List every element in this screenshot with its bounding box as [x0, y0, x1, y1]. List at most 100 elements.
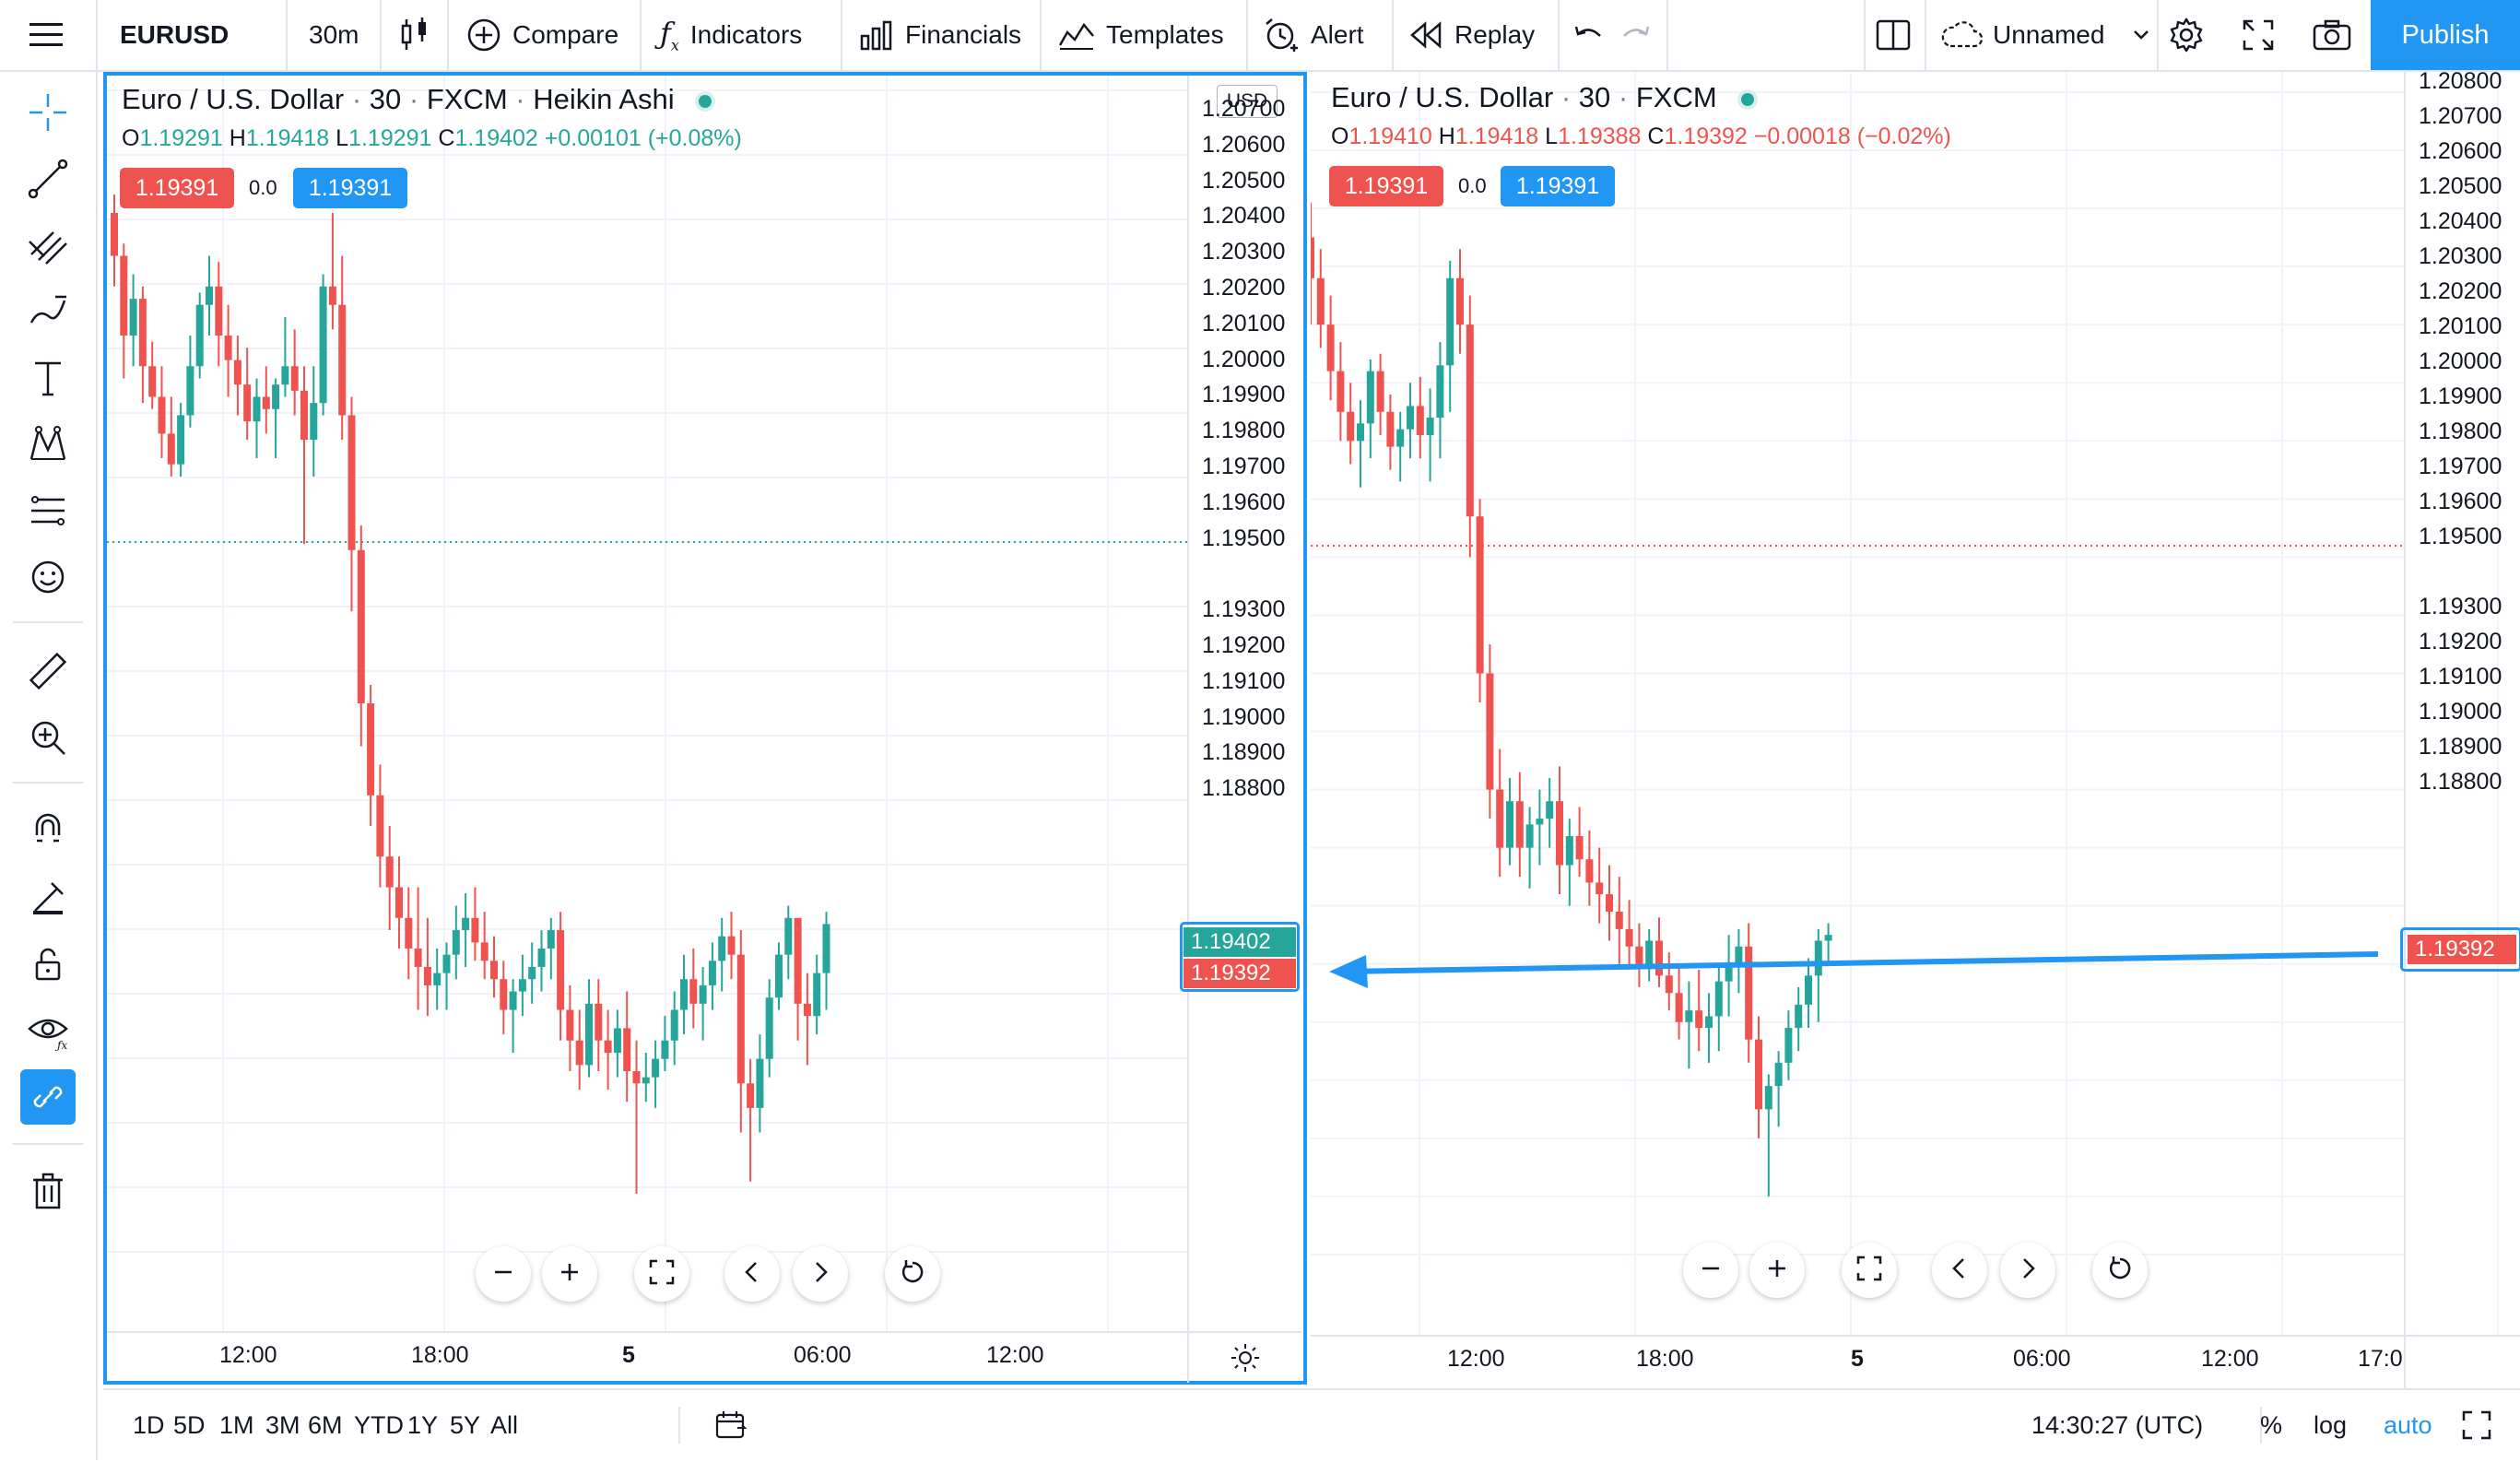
candle-body — [300, 390, 308, 441]
financials-button[interactable]: Financials — [859, 0, 1021, 70]
brush-icon[interactable] — [20, 284, 76, 339]
interval-button[interactable]: 30m — [309, 20, 359, 49]
high-value: 1.19418 — [1454, 124, 1539, 149]
sell-button[interactable]: 1.19391 — [1329, 166, 1443, 206]
range-button-3m[interactable]: 3M — [265, 1410, 300, 1439]
percent-toggle[interactable]: % — [2260, 1410, 2283, 1439]
time-label: 12:00 — [219, 1342, 277, 1368]
chart-expand-icon[interactable] — [2461, 1390, 2492, 1460]
alert-button[interactable]: Alert — [1263, 0, 1364, 70]
candle-body — [689, 979, 698, 1004]
reset-zoom-button[interactable] — [1842, 1243, 1897, 1298]
time-axis[interactable]: 12:00 18:00 5 06:00 12:00 — [107, 1331, 1301, 1383]
log-toggle[interactable]: log — [2314, 1410, 2348, 1439]
chart-legend-title[interactable]: Euro / U.S. Dollar · 30 · FXCM · Heikin … — [122, 83, 712, 116]
candle-body — [367, 703, 375, 796]
symbol-description: Euro / U.S. Dollar — [122, 83, 345, 115]
candles-icon — [398, 17, 431, 53]
go-to-date-icon[interactable] — [713, 1390, 748, 1460]
link-icon[interactable] — [20, 1069, 76, 1125]
market-status-dot-icon — [699, 94, 712, 108]
menu-icon[interactable] — [28, 0, 68, 70]
replay-button[interactable]: Replay — [1410, 0, 1535, 70]
trash-icon[interactable] — [20, 1163, 76, 1219]
sell-button[interactable]: 1.19391 — [120, 168, 234, 208]
crosshair-icon[interactable] — [20, 85, 76, 140]
zoom-out-button[interactable] — [1683, 1243, 1738, 1298]
symbol-search[interactable]: EURUSD — [120, 20, 230, 49]
compare-button[interactable]: Compare — [466, 0, 618, 70]
range-button-1y[interactable]: 1Y — [407, 1410, 439, 1439]
candlestick-chart[interactable] — [1311, 72, 2520, 1388]
zoom-in-icon[interactable] — [20, 710, 76, 765]
bar-chart-icon — [859, 19, 894, 51]
candle — [822, 912, 830, 1010]
pattern-icon[interactable] — [20, 417, 76, 472]
candle — [1615, 877, 1623, 964]
buy-button[interactable]: 1.19391 — [1501, 166, 1615, 206]
range-button-1m[interactable]: 1M — [219, 1410, 254, 1439]
candlestick-chart[interactable] — [107, 76, 1301, 1381]
pitchfork-icon[interactable] — [20, 218, 76, 273]
reset-chart-button[interactable] — [2092, 1243, 2148, 1298]
price-label: 1.19300 — [1202, 596, 1286, 623]
candle — [1675, 963, 1683, 1040]
reset-zoom-button[interactable] — [634, 1246, 689, 1302]
zoom-in-button[interactable] — [542, 1246, 597, 1302]
range-button-all[interactable]: All — [490, 1410, 519, 1439]
range-button-5y[interactable]: 5Y — [450, 1410, 481, 1439]
chart-type-button[interactable] — [398, 0, 431, 70]
lock-icon[interactable] — [20, 937, 76, 992]
zoom-in-button[interactable] — [1749, 1243, 1805, 1298]
templates-button[interactable]: Templates — [1058, 0, 1224, 70]
reset-chart-button[interactable] — [885, 1246, 940, 1302]
price-axis[interactable]: USD 1.20700 1.20600 1.20500 1.20400 1.20300 1… — [1180, 76, 1303, 1381]
auto-scale-toggle[interactable]: auto — [2384, 1410, 2432, 1439]
chart-pane-heikin-ashi[interactable]: Euro / U.S. Dollar · 30 · FXCM · Heikin … — [103, 72, 1307, 1385]
chart-legend-title[interactable]: Euro / U.S. Dollar · 30 · FXCM — [1331, 81, 1755, 114]
range-button-1d[interactable]: 1D — [133, 1410, 165, 1439]
candle — [1705, 993, 1713, 1063]
range-button-ytd[interactable]: YTD — [354, 1410, 404, 1439]
price-label: 1.18800 — [2419, 769, 2502, 795]
stay-in-drawing-mode-icon[interactable] — [20, 870, 76, 926]
candle — [1784, 1010, 1793, 1080]
candle — [747, 1058, 755, 1182]
settings-gear-icon[interactable] — [2168, 0, 2205, 70]
scroll-left-button[interactable] — [1932, 1243, 1987, 1298]
trend-line-icon[interactable] — [20, 151, 76, 206]
camera-icon[interactable] — [2312, 0, 2352, 70]
price-axis[interactable]: 1.20800 1.20700 1.20600 1.20500 1.20400 1.203… — [2400, 68, 2520, 1388]
fullscreen-icon[interactable] — [2242, 0, 2275, 70]
candle-body — [1565, 836, 1573, 866]
publish-button[interactable]: Publish — [2371, 0, 2520, 70]
prediction-icon[interactable] — [20, 483, 76, 538]
buy-button[interactable]: 1.19391 — [293, 168, 407, 208]
time-axis[interactable]: 12:00 18:00 5 06:00 12:00 17:0 — [1311, 1335, 2520, 1388]
candle-body — [1525, 824, 1534, 848]
indicators-button[interactable]: ƒx Indicators — [660, 0, 802, 70]
ruler-icon[interactable] — [20, 643, 76, 699]
redo-icon[interactable] — [1619, 0, 1652, 70]
zoom-out-button[interactable] — [476, 1246, 531, 1302]
candle-body — [357, 549, 365, 703]
chart-pane-candles[interactable]: Euro / U.S. Dollar · 30 · FXCM O1.19410 … — [1311, 68, 2520, 1388]
utc-clock[interactable]: 14:30:27 (UTC) — [2031, 1410, 2204, 1439]
currency-label[interactable]: USD — [1217, 85, 1278, 118]
sun-settings-icon[interactable] — [1230, 1342, 1261, 1378]
scroll-left-button[interactable] — [724, 1246, 780, 1302]
undo-icon[interactable] — [1572, 0, 1606, 70]
range-button-5d[interactable]: 5D — [173, 1410, 206, 1439]
range-button-6m[interactable]: 6M — [308, 1410, 343, 1439]
scroll-right-button[interactable] — [793, 1246, 848, 1302]
candle — [794, 917, 802, 1041]
eye-icon[interactable]: ƒx — [20, 1003, 76, 1058]
magnet-icon[interactable] — [20, 804, 76, 859]
layout-name-button[interactable]: Unnamed — [1939, 0, 2150, 70]
layout-panels-icon[interactable] — [1875, 0, 1912, 70]
emoji-icon[interactable] — [20, 549, 76, 605]
text-icon[interactable] — [20, 350, 76, 406]
candle — [1426, 388, 1434, 482]
scroll-right-button[interactable] — [2000, 1243, 2055, 1298]
candle — [1316, 249, 1325, 348]
